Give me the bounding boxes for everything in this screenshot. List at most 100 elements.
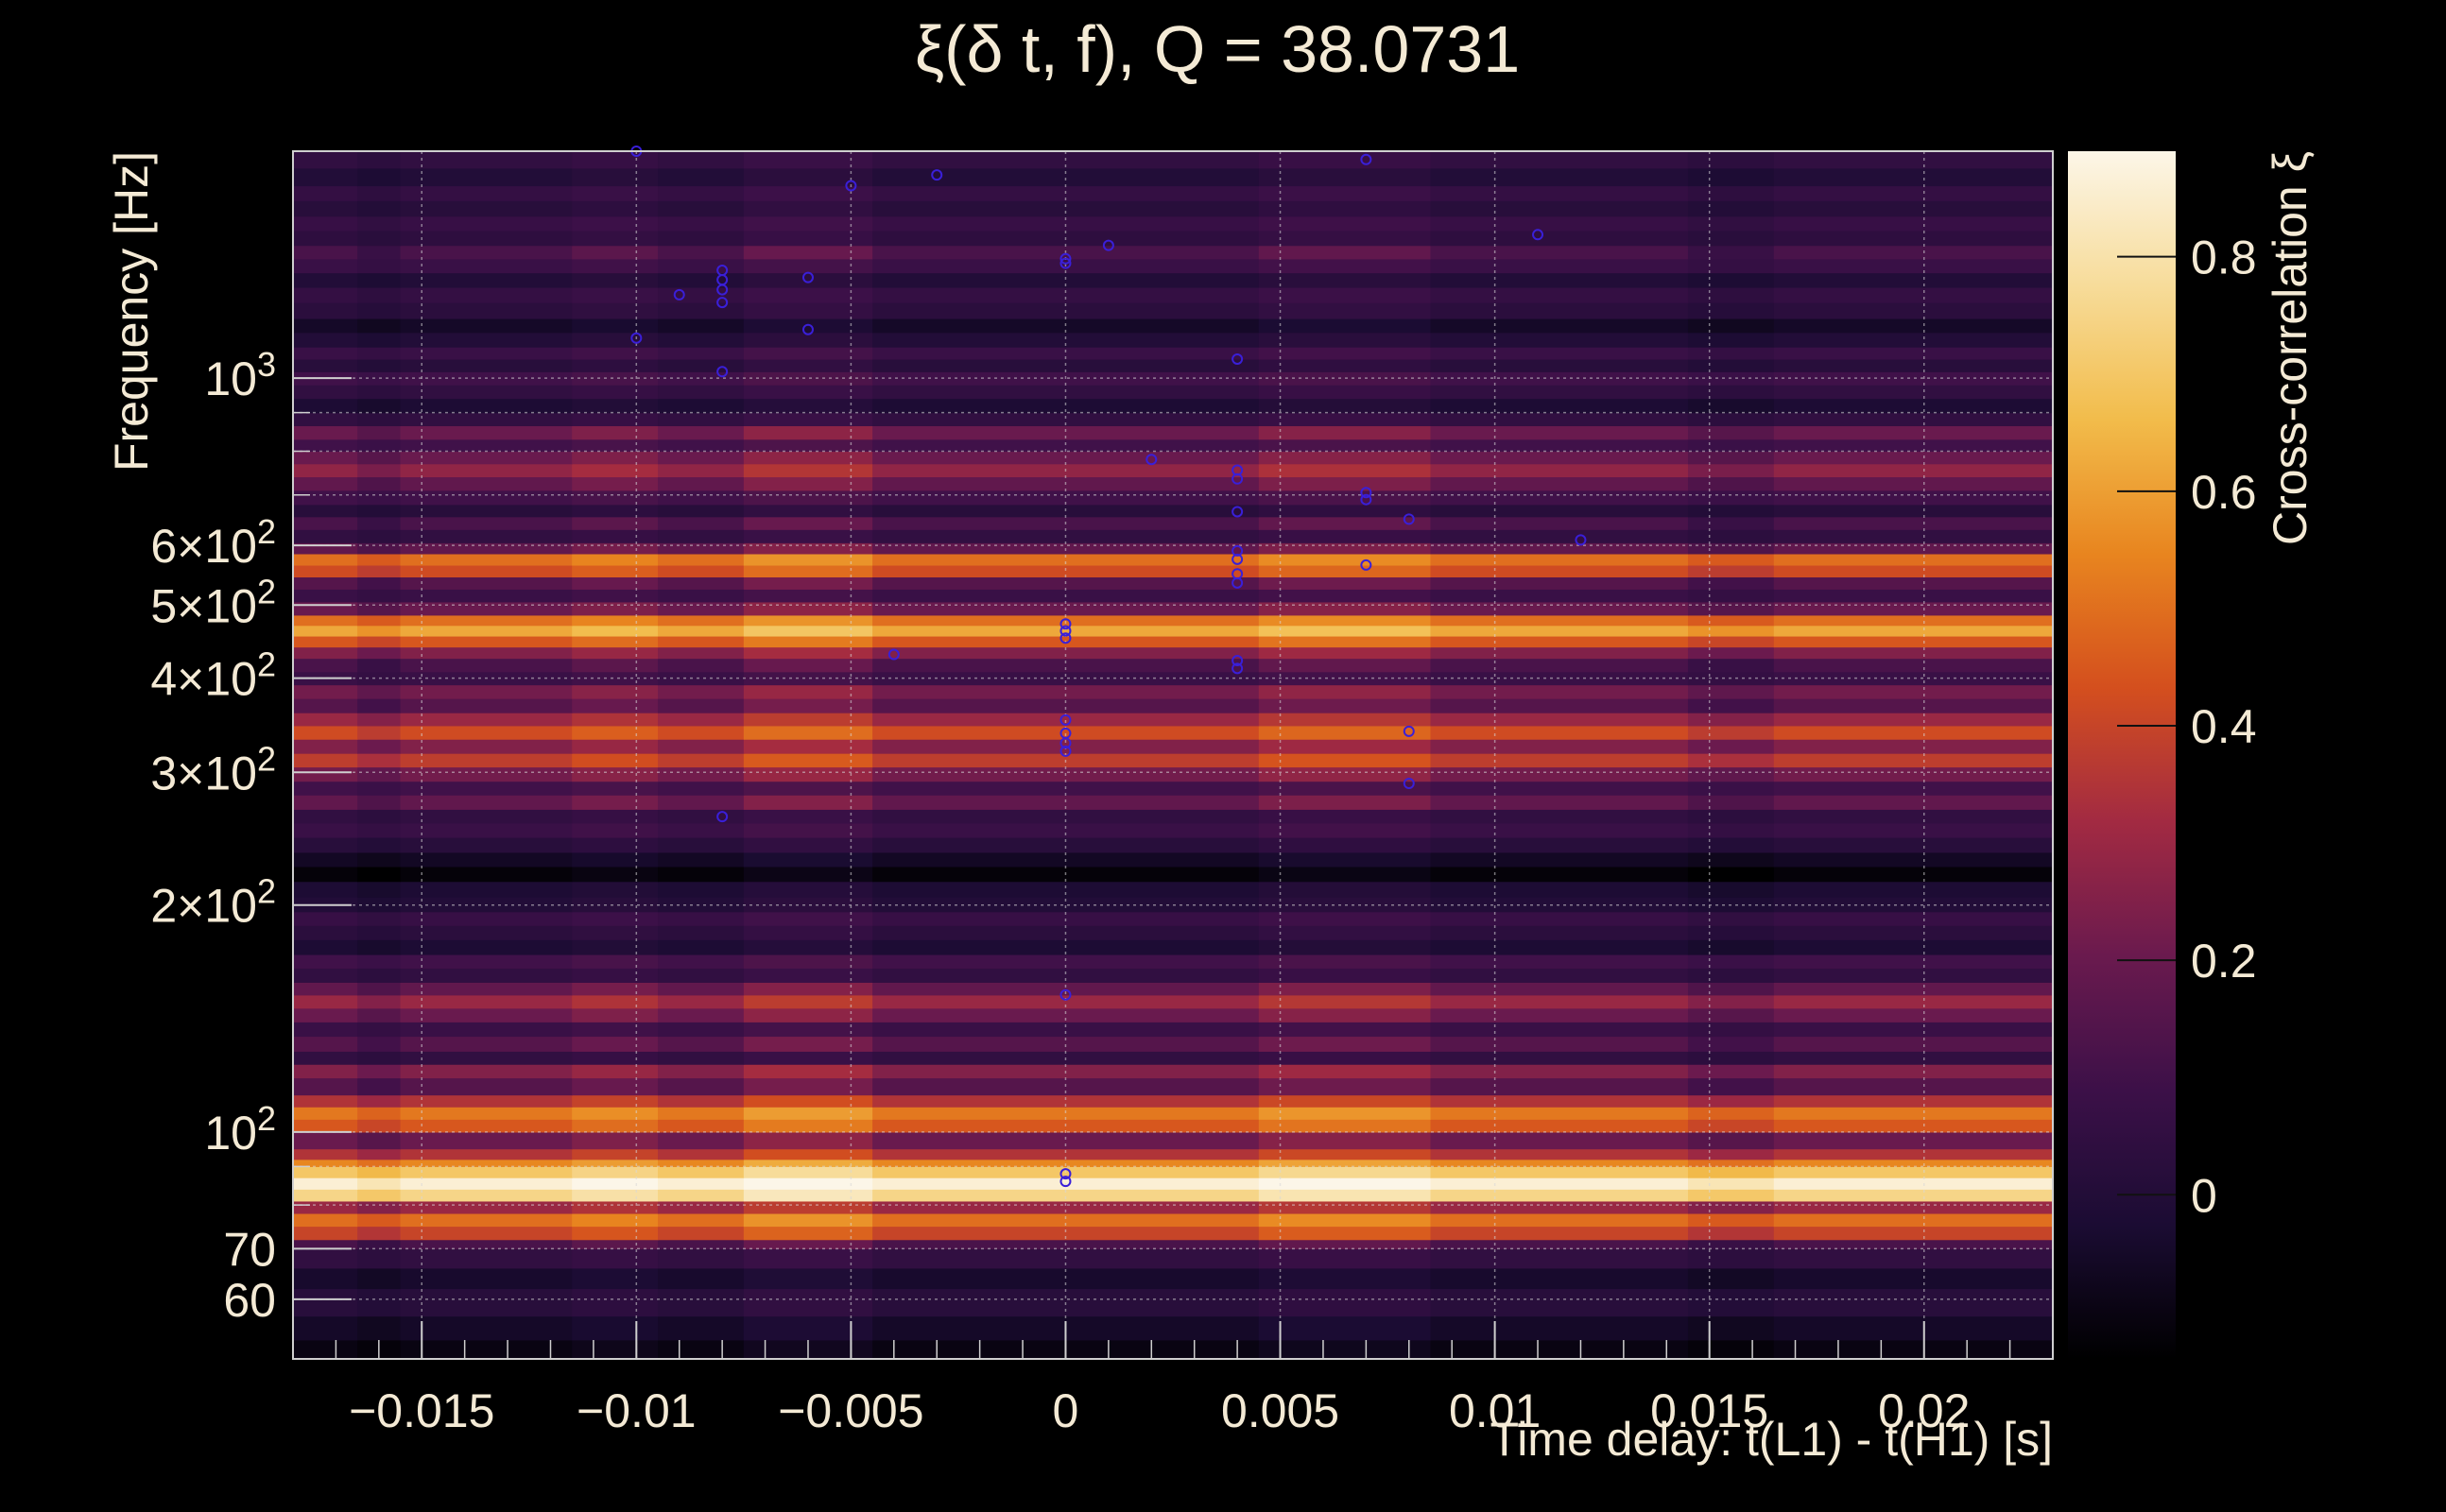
heatmap-cell — [872, 698, 1260, 713]
heatmap-cell — [572, 576, 659, 590]
heatmap-cell — [743, 167, 873, 187]
heatmap-cell — [1687, 725, 1775, 740]
heatmap-cell — [1258, 1007, 1432, 1022]
heatmap-cell — [1773, 1077, 2054, 1096]
heatmap-cell — [743, 968, 873, 983]
data-point — [630, 332, 643, 344]
heatmap-cell — [872, 438, 1260, 453]
heatmap-cell — [400, 809, 573, 824]
heatmap-cell — [1773, 1212, 2054, 1228]
heatmap-cell — [572, 1007, 659, 1022]
heatmap-cell — [1687, 258, 1775, 274]
heatmap-cell — [572, 766, 659, 782]
heatmap-cell — [743, 425, 873, 440]
heatmap-cell — [572, 258, 659, 274]
heatmap-cell — [1258, 1166, 1432, 1178]
heatmap-cell — [1687, 994, 1775, 1009]
x-tick-label: −0.005 — [778, 1384, 923, 1437]
heatmap-cell — [1430, 625, 1689, 637]
heatmap-cell — [293, 713, 358, 727]
heatmap-cell — [872, 713, 1260, 727]
heatmap-cell — [357, 1315, 402, 1341]
data-point — [716, 297, 729, 309]
heatmap-cell — [1430, 1077, 1689, 1096]
heatmap-cell — [357, 1200, 402, 1214]
heatmap-cell — [658, 1077, 745, 1096]
heatmap-cell — [1430, 332, 1689, 348]
heatmap-cell — [572, 646, 659, 660]
heatmap-cell — [743, 897, 873, 913]
heatmap-cell — [743, 1064, 873, 1079]
data-point — [1575, 534, 1587, 546]
heatmap-cell — [400, 1077, 573, 1096]
heatmap-cell — [872, 809, 1260, 824]
heatmap-cell — [658, 1248, 745, 1269]
heatmap-cell — [572, 1267, 659, 1290]
heatmap-cell — [1430, 302, 1689, 319]
heatmap-cell — [1773, 739, 2054, 754]
x-tick-label: 0.01 — [1449, 1384, 1541, 1437]
heatmap-cell — [1687, 866, 1775, 883]
heatmap-cell — [572, 809, 659, 824]
heatmap-cell — [872, 398, 1260, 414]
heatmap-cell — [572, 463, 659, 478]
heatmap-cell — [293, 1107, 358, 1120]
heatmap-cell — [1687, 553, 1775, 566]
heatmap-cell — [1430, 230, 1689, 247]
heatmap-cell — [572, 614, 659, 627]
heatmap-cell — [1430, 911, 1689, 926]
heatmap-cell — [400, 1166, 573, 1178]
heatmap-cell — [743, 739, 873, 754]
heatmap-cell — [1258, 230, 1432, 247]
heatmap-cell — [658, 553, 745, 566]
heatmap-cell — [658, 200, 745, 217]
heatmap-cell — [1258, 1107, 1432, 1120]
heatmap-cell — [1773, 851, 2054, 868]
heatmap-cell — [1687, 438, 1775, 453]
heatmap-cell — [1773, 1022, 2054, 1038]
y-tick-exponent: 2 — [257, 512, 276, 551]
heatmap-cell — [872, 1148, 1260, 1160]
heatmap-cell — [872, 1036, 1260, 1052]
heatmap-cell — [357, 635, 402, 648]
heatmap-cell — [293, 1212, 358, 1228]
heatmap-cell — [293, 1036, 358, 1052]
heatmap-cell — [658, 713, 745, 727]
heatmap-cell — [658, 968, 745, 983]
heatmap-cell — [1687, 1064, 1775, 1079]
heatmap-cell — [293, 809, 358, 824]
heatmap-cell — [293, 302, 358, 319]
heatmap-cell — [658, 897, 745, 913]
heatmap-cell — [743, 451, 873, 465]
data-point — [1232, 506, 1244, 518]
heatmap-cell — [658, 1051, 745, 1065]
heatmap-cell — [400, 425, 573, 440]
heatmap-cell — [357, 451, 402, 465]
heatmap-cell — [872, 1107, 1260, 1120]
heatmap-cell — [572, 286, 659, 303]
heatmap-cell — [658, 982, 745, 996]
heatmap-cell — [1687, 982, 1775, 996]
heatmap-cell — [357, 1107, 402, 1120]
heatmap-cell — [743, 753, 873, 768]
heatmap-cell — [1773, 358, 2054, 372]
heatmap-cell — [658, 347, 745, 360]
heatmap-cell — [1430, 739, 1689, 754]
heatmap-cell — [1430, 982, 1689, 996]
heatmap-cell — [293, 1159, 358, 1167]
heatmap-cell — [1773, 684, 2054, 699]
heatmap-cell — [1430, 1239, 1689, 1250]
heatmap-cell — [1687, 1036, 1775, 1052]
heatmap-cell — [658, 504, 745, 518]
heatmap-cell — [1430, 358, 1689, 372]
heatmap-cell — [743, 185, 873, 201]
heatmap-cell — [357, 809, 402, 824]
heatmap-cell — [572, 347, 659, 360]
heatmap-cell — [400, 1339, 573, 1360]
heatmap-cell — [572, 438, 659, 453]
heatmap-cell — [572, 385, 659, 400]
heatmap-cell — [400, 1226, 573, 1241]
heatmap-cell — [400, 516, 573, 530]
heatmap-cell — [872, 1007, 1260, 1022]
heatmap-cell — [743, 954, 873, 969]
